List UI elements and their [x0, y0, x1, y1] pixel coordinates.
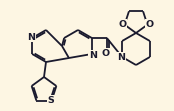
Text: N: N — [27, 33, 35, 42]
Text: S: S — [47, 96, 54, 105]
Text: O: O — [102, 49, 110, 57]
Text: N: N — [117, 53, 125, 61]
Text: O: O — [145, 20, 153, 29]
Text: O: O — [118, 20, 127, 29]
Text: N: N — [89, 51, 97, 59]
